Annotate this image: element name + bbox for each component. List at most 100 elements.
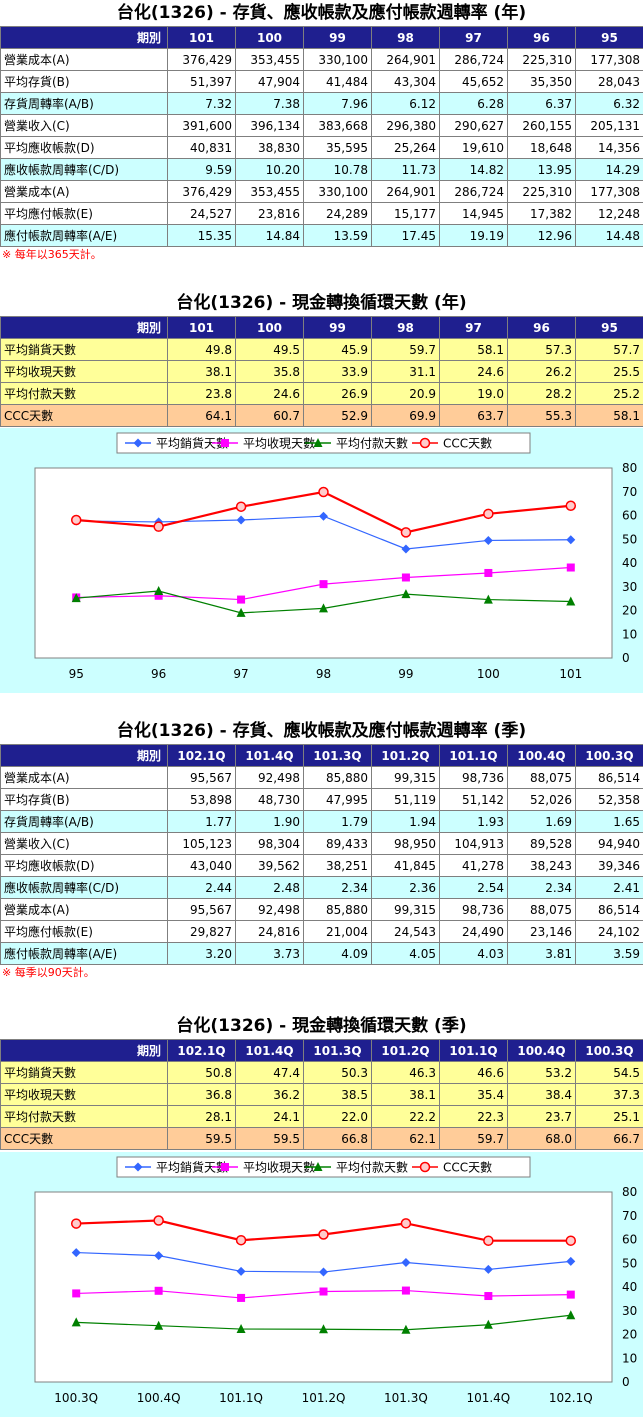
legend-label: 平均收現天數	[243, 1161, 315, 1175]
x-tick-label: 95	[69, 667, 84, 681]
row-label: 應付帳款周轉率(A/E)	[0, 224, 168, 247]
column-header: 98	[371, 26, 440, 49]
table-cell: 7.32	[167, 92, 236, 115]
table-cell: 40,831	[167, 136, 236, 159]
table-cell: 2.44	[167, 876, 236, 899]
table-cell: 38.5	[303, 1083, 372, 1106]
data-point	[70, 514, 82, 526]
column-header: 101.4Q	[235, 744, 304, 767]
data-point	[566, 535, 576, 545]
legend-marker	[313, 1162, 323, 1171]
data-point	[318, 486, 329, 498]
data-point	[318, 1229, 329, 1240]
data-point	[236, 1266, 246, 1276]
y-tick-label: 20	[622, 604, 637, 618]
table-row: 營業成本(A) 95,567 92,498 85,880 99,315 98,736 88,…	[0, 898, 643, 921]
data-point	[319, 580, 328, 589]
y-tick-label: 50	[622, 1256, 637, 1270]
data-point	[235, 1234, 247, 1246]
table-cell: 59.7	[371, 338, 440, 361]
column-header: 100.4Q	[507, 744, 576, 767]
x-tick-label: 101	[559, 667, 582, 681]
x-tick-label: 100	[477, 667, 500, 681]
table-cell: 3.20	[167, 942, 236, 965]
table-cell: 57.3	[507, 338, 576, 361]
table-cell: 2.36	[371, 876, 440, 899]
table-cell: 52.9	[303, 404, 372, 427]
table-cell: 205,131	[575, 114, 643, 137]
table-cell: 98,736	[439, 898, 508, 921]
table-cell: 1.79	[303, 810, 372, 833]
x-tick-label: 98	[316, 667, 331, 681]
table-cell: 2.34	[303, 876, 372, 899]
table-cell: 33.9	[303, 360, 372, 383]
y-tick-label: 60	[622, 1233, 637, 1247]
table-cell: 353,455	[235, 180, 304, 203]
column-header: 102.1Q	[167, 744, 236, 767]
table-cell: 49.5	[235, 338, 304, 361]
quarterly-ccc-chart: 平均銷貨天數 平均收現天數 平均付款天數 CCC天數 0 10 20 30 40 50 60 70 80…	[0, 1152, 643, 1417]
plot-area	[34, 467, 613, 659]
data-point	[319, 603, 328, 613]
table-cell: 38.1	[371, 1083, 440, 1106]
table-cell: 38,251	[303, 854, 372, 877]
column-header: 101.1Q	[439, 744, 508, 767]
table-cell: 86,514	[575, 766, 643, 789]
row-label: 平均付款天數	[0, 382, 168, 405]
table-cell: 64.1	[167, 404, 236, 427]
legend-marker	[133, 438, 143, 448]
data-point	[565, 1235, 577, 1246]
data-point	[483, 1235, 494, 1246]
quarterly-ccc-table: 期別 102.1Q 101.4Q 101.3Q 101.2Q 101.1Q 100.4Q 10…	[0, 1039, 643, 1150]
data-point	[483, 535, 493, 545]
table-cell: 52,358	[575, 788, 643, 811]
table-cell: 55.3	[507, 404, 576, 427]
table-cell: 43,304	[371, 70, 440, 93]
column-header: 101.4Q	[235, 1039, 304, 1062]
table-cell: 38.1	[167, 360, 236, 383]
header-row: 期別 101 100 99 98 97 96 95	[0, 26, 643, 49]
table-cell: 36.8	[167, 1083, 236, 1106]
table-cell: 396,134	[235, 114, 304, 137]
legend-label: 平均銷貨天數	[156, 436, 228, 451]
data-point	[566, 596, 576, 606]
data-point	[401, 1258, 411, 1268]
column-header: 101.2Q	[371, 1039, 440, 1062]
table-cell: 105,123	[167, 832, 236, 855]
table-cell: 49.8	[167, 338, 236, 361]
table-cell: 10.78	[303, 158, 372, 181]
table-cell: 58.1	[439, 338, 508, 361]
x-tick-label: 101.4Q	[466, 1391, 510, 1405]
section-annual-ccc: 台化(1326) - 現金轉換循環天數 (年) 期別 101 100 99 98 97 96…	[0, 290, 643, 427]
table-cell: 39,346	[575, 854, 643, 877]
data-point	[154, 1320, 164, 1330]
table-cell: 94,940	[575, 832, 643, 855]
x-tick-label: 97	[233, 667, 248, 681]
annual-ccc-chart: 平均銷貨天數 平均收現天數 平均付款天數 CCC天數 0 10 20 30 40 50 60 70 80…	[0, 428, 643, 693]
data-point	[566, 1310, 576, 1320]
table-cell: 25,264	[371, 136, 440, 159]
row-label: 平均應付帳款(E)	[0, 920, 168, 943]
table-cell: 26.9	[303, 382, 372, 405]
table-row: 平均付款天數 28.1 24.1 22.0 22.2 22.3 23.7 25.1	[0, 1105, 643, 1128]
table-cell: 28,043	[575, 70, 643, 93]
table-cell: 330,100	[303, 180, 372, 203]
table-cell: 177,308	[575, 180, 643, 203]
table-cell: 58.1	[575, 404, 643, 427]
column-header: 101.2Q	[371, 744, 440, 767]
table-cell: 7.96	[303, 92, 372, 115]
table-row: 營業成本(A) 376,429 353,455 330,100 264,901 286,7…	[0, 48, 643, 71]
quarterly-ccc-chart-svg: 平均銷貨天數 平均收現天數 平均付款天數 CCC天數 0 10 20 30 40 50 60 70 80…	[34, 1156, 637, 1405]
annual-ccc-table: 期別 101 100 99 98 97 96 95 平均銷貨天數 49.8 49.5 45.9 59.7…	[0, 316, 643, 427]
data-point	[483, 508, 494, 520]
column-header: 98	[371, 316, 440, 339]
annual-note: ※ 每年以365天計。	[2, 248, 102, 261]
table-cell: 92,498	[235, 898, 304, 921]
data-point	[153, 1215, 164, 1226]
table-cell: 95,567	[167, 898, 236, 921]
y-tick-label: 30	[622, 580, 637, 594]
legend-label: CCC天數	[443, 1161, 492, 1175]
header-row: 期別 102.1Q 101.4Q 101.3Q 101.2Q 101.1Q 100.4Q 10…	[0, 1039, 643, 1062]
table-cell: 59.5	[167, 1127, 236, 1150]
data-point	[72, 1289, 81, 1298]
